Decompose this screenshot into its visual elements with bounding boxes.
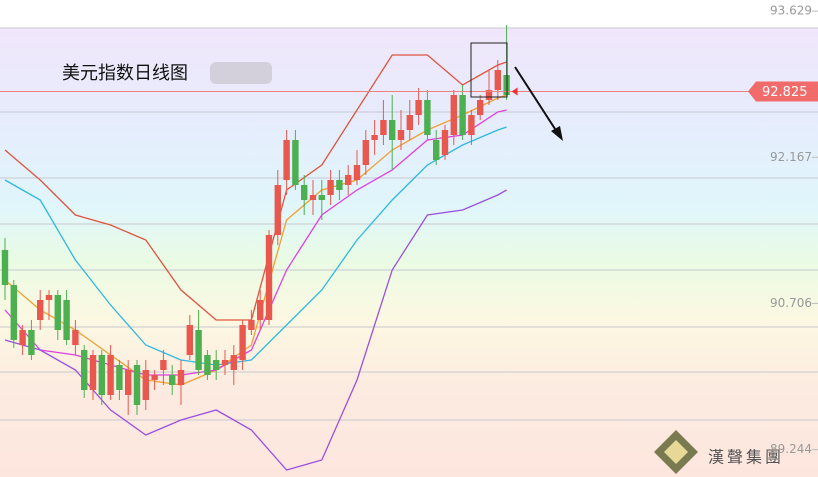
candle-body <box>433 140 440 160</box>
y-tick-label: 89.244 <box>770 442 812 456</box>
candle-body <box>450 95 457 135</box>
candle-body <box>63 300 70 340</box>
candle-body <box>441 130 449 155</box>
price-marker <box>511 87 518 96</box>
candle-body <box>468 115 475 135</box>
highlight-box <box>470 42 508 98</box>
candle-body <box>362 140 369 165</box>
candle-body <box>248 320 255 330</box>
candle-body <box>45 295 53 300</box>
candle-body <box>1 250 9 285</box>
candle-body <box>318 195 325 200</box>
candle-body <box>406 115 413 130</box>
candle-body <box>494 70 501 90</box>
candle-body <box>169 375 176 385</box>
candle-body <box>142 370 149 400</box>
candle-body <box>265 235 273 320</box>
candle-body <box>336 180 343 190</box>
current-price-tag <box>748 81 818 102</box>
candle-body <box>195 330 202 370</box>
plot-area <box>0 10 818 471</box>
candle-body <box>81 350 88 390</box>
candle-body <box>37 300 44 320</box>
candle-body <box>133 365 141 405</box>
candle-body <box>28 330 35 355</box>
candle-body <box>292 140 299 185</box>
candle-body <box>213 360 220 370</box>
candle-body <box>257 300 264 320</box>
candle-body <box>424 100 431 135</box>
candle-body <box>160 360 167 370</box>
candle-body <box>274 185 281 235</box>
candle-body <box>19 330 26 345</box>
candle-body <box>186 325 193 355</box>
chart-title: 美元指数日线图 <box>62 63 188 84</box>
y-tick-label: 90.706 <box>770 296 812 310</box>
background-bands <box>0 28 818 477</box>
candle-body <box>239 325 246 360</box>
candle-body <box>204 355 211 375</box>
y-tick-label: 93.629 <box>770 4 812 18</box>
candle-body <box>116 365 123 390</box>
candle-body <box>309 195 317 200</box>
candle-body <box>177 370 185 385</box>
candle-body <box>125 370 132 395</box>
candle-body <box>371 135 378 140</box>
candle-body <box>485 90 493 100</box>
blurred-text <box>210 62 272 84</box>
candle-body <box>230 355 237 370</box>
candle-body <box>477 100 484 115</box>
arrow-head <box>551 126 563 141</box>
candle-body <box>415 100 422 115</box>
y-tick-label: 92.167 <box>770 150 812 164</box>
candle-body <box>107 355 114 395</box>
candle-body <box>301 185 308 200</box>
candle-body <box>54 295 61 330</box>
candle-body <box>459 95 466 135</box>
candle-body <box>89 355 97 390</box>
candle-body <box>389 120 396 140</box>
arrow-line <box>514 66 558 133</box>
candle-body <box>345 175 352 185</box>
candle-body <box>353 165 361 180</box>
candle-body <box>397 130 405 140</box>
candle-body <box>327 180 334 195</box>
watermark: 漢聲集團 <box>708 448 784 467</box>
candle-body <box>10 285 17 340</box>
logo-inner <box>664 440 688 464</box>
current-price-label: 92.825 <box>762 85 808 100</box>
candle-body <box>380 120 387 135</box>
candle-body <box>283 140 290 180</box>
candle-body <box>72 330 79 345</box>
candle-body <box>151 375 158 380</box>
candle-body <box>221 360 229 365</box>
logo: 漢聲集團 <box>654 430 784 474</box>
candle-body <box>98 355 105 395</box>
